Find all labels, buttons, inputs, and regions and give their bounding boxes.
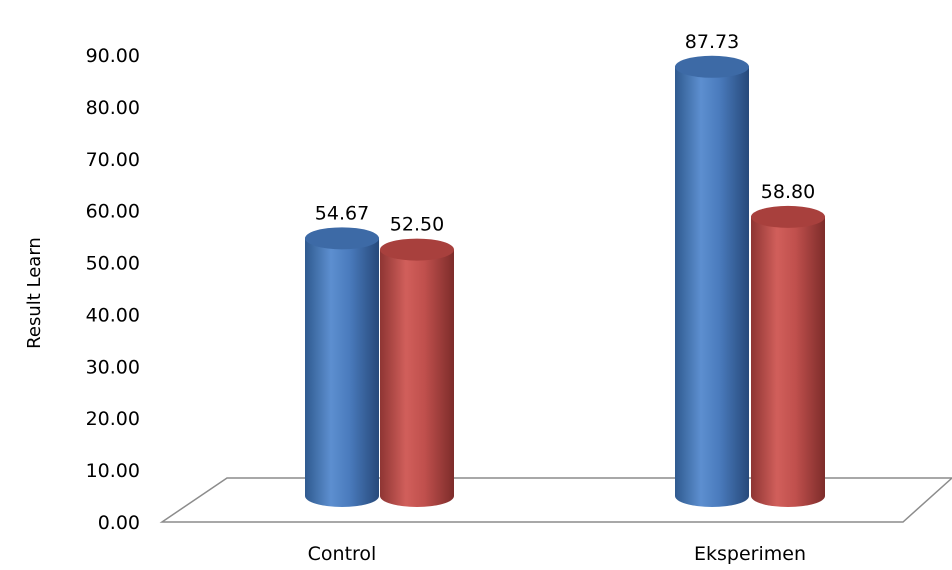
category-labels: Control Eksperimen (308, 543, 806, 565)
y-tick-label: 10.00 (86, 460, 140, 482)
bars (305, 55, 825, 508)
y-tick-label: 90.00 (86, 45, 140, 67)
bar-body (751, 216, 825, 508)
bar (305, 227, 379, 508)
bar-top (675, 55, 749, 78)
y-tick-label: 80.00 (86, 97, 140, 119)
bar-body (305, 238, 379, 508)
y-axis-title: Result Learn (24, 237, 45, 349)
data-labels: 54.67 52.50 87.73 58.80 (315, 31, 815, 236)
bar (675, 55, 749, 507)
bar-body (675, 66, 749, 507)
y-tick-label: 0.00 (98, 512, 140, 534)
data-label: 58.80 (761, 181, 815, 203)
chart-floor (159, 477, 952, 523)
bar-top (751, 205, 825, 228)
y-tick-label: 40.00 (86, 304, 140, 326)
data-label: 87.73 (685, 31, 739, 53)
bar (380, 238, 454, 508)
category-label: Control (308, 543, 377, 565)
data-label: 54.67 (315, 202, 369, 224)
y-tick-label: 60.00 (86, 201, 140, 223)
floor-plane (159, 477, 952, 523)
y-axis-ticks: 0.00 10.00 20.00 30.00 40.00 50.00 60.00 70.00 8… (86, 45, 140, 534)
data-label: 52.50 (390, 214, 444, 236)
y-tick-label: 20.00 (86, 408, 140, 430)
bar (751, 205, 825, 508)
category-label: Eksperimen (694, 543, 806, 565)
bar-top (380, 238, 454, 261)
y-tick-label: 30.00 (86, 356, 140, 378)
bar-top (305, 227, 379, 250)
bar-body (380, 249, 454, 508)
y-tick-label: 50.00 (86, 253, 140, 275)
y-tick-label: 70.00 (86, 149, 140, 171)
